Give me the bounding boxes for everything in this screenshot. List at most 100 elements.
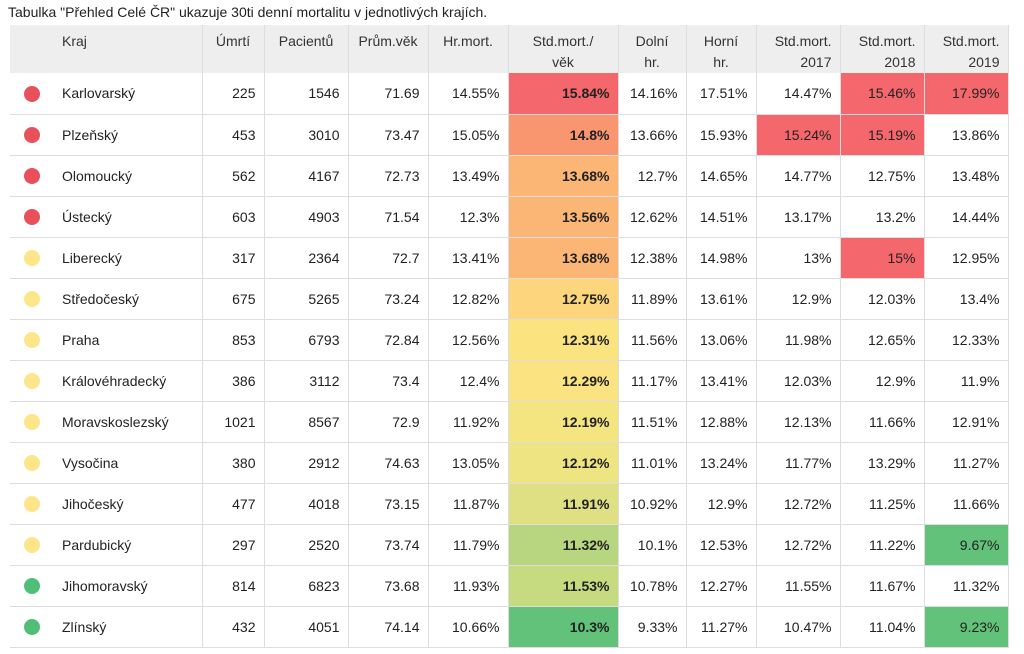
cell-prum-vek: 72.7 bbox=[348, 237, 429, 279]
status-cell bbox=[10, 73, 54, 115]
cell-kraj: Praha bbox=[54, 319, 203, 361]
cell-hr-mort: 13.41% bbox=[428, 237, 509, 279]
cell-std-mort-vek: 12.19% bbox=[508, 401, 619, 443]
column-header-dolni: Dolní hr. bbox=[618, 25, 687, 73]
cell-kraj: Pardubický bbox=[54, 524, 203, 566]
cell-hr-mort: 10.66% bbox=[428, 606, 509, 648]
cell-std-2017: 11.77% bbox=[756, 442, 841, 484]
cell-std-2019: 11.32% bbox=[924, 565, 1009, 607]
cell-kraj: Karlovarský bbox=[54, 73, 203, 115]
cell-std-2019: 9.23% bbox=[924, 606, 1009, 648]
status-cell bbox=[10, 196, 54, 238]
cell-std-mort-vek: 11.32% bbox=[508, 524, 619, 566]
cell-std-2017: 12.9% bbox=[756, 278, 841, 320]
cell-std-2017: 11.55% bbox=[756, 565, 841, 607]
cell-std-2019: 13.4% bbox=[924, 278, 1009, 320]
cell-hr-mort: 12.56% bbox=[428, 319, 509, 361]
cell-std-2017: 14.77% bbox=[756, 155, 841, 197]
cell-pacientu: 2364 bbox=[264, 237, 349, 279]
cell-pacientu: 4903 bbox=[264, 196, 349, 238]
column-header-line: Úmrtí bbox=[215, 33, 251, 49]
cell-horni: 15.93% bbox=[686, 114, 757, 156]
cell-dolni: 9.33% bbox=[618, 606, 687, 648]
cell-pacientu: 4051 bbox=[264, 606, 349, 648]
column-header-line: věk bbox=[552, 54, 574, 70]
column-header-line: Horní bbox=[703, 33, 739, 49]
column-header-line: Prům.věk bbox=[358, 33, 418, 49]
column-header-line: 2017 bbox=[800, 54, 832, 70]
cell-std-2018: 12.03% bbox=[840, 278, 925, 320]
cell-umrti: 603 bbox=[202, 196, 265, 238]
table-row: Vysočina 380 2912 74.63 13.05% 12.12% 11.01% 13… bbox=[10, 442, 1009, 484]
cell-umrti: 432 bbox=[202, 606, 265, 648]
table-row: Jihomoravský 814 6823 73.68 11.93% 11.53% 10.7… bbox=[10, 565, 1009, 607]
column-header-line: hr. bbox=[713, 54, 729, 70]
status-cell bbox=[10, 483, 54, 525]
cell-dolni: 13.66% bbox=[618, 114, 687, 156]
cell-kraj: Ústecký bbox=[54, 196, 203, 238]
status-dot-red-icon bbox=[24, 209, 40, 226]
cell-dolni: 11.51% bbox=[618, 401, 687, 443]
cell-std-mort-vek: 12.31% bbox=[508, 319, 619, 361]
column-header-line: Std.mort./ bbox=[532, 33, 594, 49]
status-cell bbox=[10, 442, 54, 484]
cell-dolni: 11.56% bbox=[618, 319, 687, 361]
cell-pacientu: 4018 bbox=[264, 483, 349, 525]
cell-std-mort-vek: 10.3% bbox=[508, 606, 619, 648]
cell-kraj: Moravskoslezský bbox=[54, 401, 203, 443]
table-row: Plzeňský 453 3010 73.47 15.05% 14.8% 13.66% 15.… bbox=[10, 114, 1009, 156]
cell-umrti: 297 bbox=[202, 524, 265, 566]
column-header-line: Kraj bbox=[62, 33, 87, 49]
status-dot-yellow-icon bbox=[24, 291, 40, 308]
cell-std-mort-vek: 13.56% bbox=[508, 196, 619, 238]
cell-std-2017: 14.47% bbox=[756, 73, 841, 115]
cell-std-mort-vek: 14.8% bbox=[508, 114, 619, 156]
table-header: Kraj Úmrtí Pacientů Prům.věk Hr.mort. Std.mor… bbox=[10, 25, 1009, 73]
cell-kraj: Jihomoravský bbox=[54, 565, 203, 607]
cell-pacientu: 4167 bbox=[264, 155, 349, 197]
cell-std-mort-vek: 15.84% bbox=[508, 73, 619, 115]
cell-horni: 13.06% bbox=[686, 319, 757, 361]
cell-std-2018: 11.25% bbox=[840, 483, 925, 525]
cell-std-2018: 15% bbox=[840, 237, 925, 279]
cell-dolni: 11.89% bbox=[618, 278, 687, 320]
cell-std-2018: 11.22% bbox=[840, 524, 925, 566]
status-dot-green-icon bbox=[24, 619, 40, 636]
cell-prum-vek: 73.74 bbox=[348, 524, 429, 566]
cell-prum-vek: 71.69 bbox=[348, 73, 429, 115]
cell-umrti: 225 bbox=[202, 73, 265, 115]
cell-std-2019: 11.9% bbox=[924, 360, 1009, 402]
cell-std-2019: 17.99% bbox=[924, 73, 1009, 115]
cell-kraj: Královéhradecký bbox=[54, 360, 203, 402]
cell-pacientu: 6823 bbox=[264, 565, 349, 607]
cell-prum-vek: 74.63 bbox=[348, 442, 429, 484]
cell-prum-vek: 73.4 bbox=[348, 360, 429, 402]
mortality-table: Kraj Úmrtí Pacientů Prům.věk Hr.mort. Std.mor… bbox=[10, 25, 1009, 648]
status-cell bbox=[10, 524, 54, 566]
cell-std-2018: 12.65% bbox=[840, 319, 925, 361]
cell-kraj: Plzeňský bbox=[54, 114, 203, 156]
cell-prum-vek: 73.24 bbox=[348, 278, 429, 320]
column-header-umrti: Úmrtí bbox=[202, 25, 265, 73]
cell-std-2017: 12.72% bbox=[756, 524, 841, 566]
cell-horni: 13.61% bbox=[686, 278, 757, 320]
cell-dolni: 11.17% bbox=[618, 360, 687, 402]
cell-hr-mort: 14.55% bbox=[428, 73, 509, 115]
cell-std-2018: 15.19% bbox=[840, 114, 925, 156]
column-header-line: Std.mort. bbox=[774, 33, 832, 49]
status-cell bbox=[10, 319, 54, 361]
column-header-line: Pacientů bbox=[278, 33, 334, 49]
cell-kraj: Vysočina bbox=[54, 442, 203, 484]
column-header-line: 2019 bbox=[968, 54, 1000, 70]
table-row: Středočeský 675 5265 73.24 12.82% 12.75% 11.89… bbox=[10, 278, 1009, 320]
status-cell bbox=[10, 401, 54, 443]
cell-hr-mort: 11.93% bbox=[428, 565, 509, 607]
cell-std-2019: 12.33% bbox=[924, 319, 1009, 361]
cell-kraj: Jihočeský bbox=[54, 483, 203, 525]
column-header-kraj: Kraj bbox=[54, 25, 203, 73]
cell-std-2019: 13.48% bbox=[924, 155, 1009, 197]
cell-prum-vek: 72.84 bbox=[348, 319, 429, 361]
cell-std-2019: 12.91% bbox=[924, 401, 1009, 443]
cell-hr-mort: 11.87% bbox=[428, 483, 509, 525]
cell-std-mort-vek: 12.29% bbox=[508, 360, 619, 402]
